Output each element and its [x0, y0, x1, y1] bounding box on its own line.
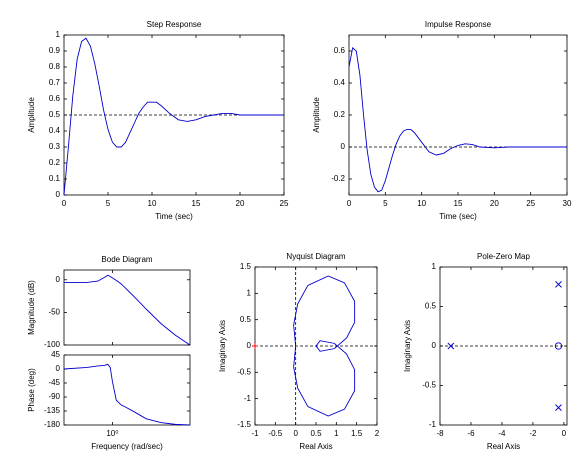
y-tick-label: -0.5	[237, 367, 251, 376]
x-tick-label: -1	[251, 429, 259, 438]
x-tick-label: 20	[490, 199, 499, 208]
x-axis-label: Time (sec)	[155, 212, 193, 221]
critical-point	[252, 343, 258, 349]
y-tick-label: -90	[48, 392, 60, 401]
pole	[555, 281, 562, 288]
y-tick-label: 1.5	[240, 262, 252, 271]
chart-title: Impulse Response	[425, 20, 492, 29]
data-line	[64, 274, 191, 346]
x-tick-label: 15	[454, 199, 463, 208]
y-tick-label: 0.4	[334, 78, 346, 87]
y-tick-label: 45	[51, 350, 60, 359]
x-tick-label: -0.5	[268, 429, 282, 438]
x-tick-label: -8	[436, 429, 444, 438]
y-tick-label: 0.4	[49, 126, 61, 135]
x-tick-label: 25	[526, 199, 535, 208]
x-tick-label: 10	[148, 199, 157, 208]
pole	[447, 342, 455, 350]
x-tick-label: 10	[417, 199, 426, 208]
x-tick-label: 0	[62, 199, 67, 208]
x-tick-label: 0	[562, 429, 567, 438]
x-tick-label: 5	[383, 199, 388, 208]
y-tick-label: -180	[44, 420, 61, 429]
x-tick-label: 1	[334, 429, 339, 438]
y-tick-label: 0	[56, 190, 61, 199]
y-tick-label: 0.8	[49, 62, 61, 71]
data-line	[63, 363, 191, 426]
y-tick-label: 0.7	[49, 78, 61, 87]
x-tick-label: 15	[192, 199, 201, 208]
y-tick-label: -1	[429, 420, 437, 429]
y-tick-label: 0	[432, 341, 437, 350]
x-tick-label: 10⁰	[106, 429, 118, 438]
x-axis-label: Time (sec)	[439, 212, 477, 221]
y-tick-label: 0.5	[240, 315, 252, 324]
x-axis-label: Real Axis	[487, 442, 520, 451]
y-axis-label: Magnitude (dB)	[27, 280, 36, 335]
y-tick-label: 0.5	[425, 302, 437, 311]
x-axis-label: Real Axis	[299, 442, 332, 451]
y-tick-label: -50	[48, 308, 60, 317]
chart-title: Pole-Zero Map	[477, 252, 530, 261]
x-tick-label: 30	[563, 199, 572, 208]
y-axis-label: Imaginary Axis	[218, 320, 227, 372]
y-tick-label: -1	[244, 394, 252, 403]
axes-box	[63, 354, 191, 426]
axes-box	[63, 269, 191, 346]
y-tick-label: 1	[432, 262, 437, 271]
y-axis-label: Imaginary Axis	[403, 320, 412, 372]
data-line	[348, 46, 567, 193]
x-tick-label: 20	[236, 199, 245, 208]
x-tick-label: -6	[467, 429, 475, 438]
y-tick-label: -0.5	[422, 381, 436, 390]
y-tick-label: 0.3	[49, 142, 61, 151]
data-line	[63, 37, 284, 196]
y-tick-label: -135	[44, 406, 61, 415]
y-tick-label: -45	[48, 378, 60, 387]
y-axis-label: Amplitude	[27, 97, 36, 133]
x-tick-label: 0	[293, 429, 298, 438]
x-tick-label: -2	[529, 429, 537, 438]
y-tick-label: 0.6	[334, 46, 346, 55]
y-axis-label: Amplitude	[312, 97, 321, 133]
x-tick-label: -4	[498, 429, 506, 438]
x-tick-label: 2	[375, 429, 380, 438]
y-tick-label: 0	[56, 364, 61, 373]
y-tick-label: 0	[341, 142, 346, 151]
y-tick-label: 0.2	[334, 110, 346, 119]
y-tick-label: -100	[44, 340, 61, 349]
x-axis-label: Frequency (rad/sec)	[91, 442, 163, 451]
y-tick-label: 1	[247, 288, 252, 297]
y-tick-label: 0.2	[49, 158, 61, 167]
chart-title: Nyquist Diagram	[286, 252, 345, 261]
x-tick-label: 1.5	[351, 429, 363, 438]
y-tick-label: 0.5	[49, 110, 61, 119]
axes-box	[348, 34, 568, 196]
x-tick-label: 0	[347, 199, 352, 208]
y-tick-label: 0.6	[49, 94, 61, 103]
y-tick-label: -0.2	[331, 174, 345, 183]
y-tick-label: 0.9	[49, 46, 61, 55]
data-line	[293, 275, 356, 417]
y-tick-label: 0	[247, 341, 252, 350]
y-tick-label: -1.5	[237, 420, 251, 429]
y-axis-label: Phase (deg)	[27, 368, 36, 412]
x-tick-label: 0.5	[310, 429, 322, 438]
chart-title: Step Response	[147, 20, 202, 29]
x-tick-label: 5	[106, 199, 111, 208]
y-tick-label: 1	[56, 30, 61, 39]
x-tick-label: 25	[280, 199, 289, 208]
zero	[554, 342, 563, 350]
chart-title: Bode Diagram	[101, 255, 152, 264]
y-tick-label: 0	[56, 275, 61, 284]
y-tick-label: 0.1	[49, 174, 61, 183]
pole	[555, 404, 562, 411]
